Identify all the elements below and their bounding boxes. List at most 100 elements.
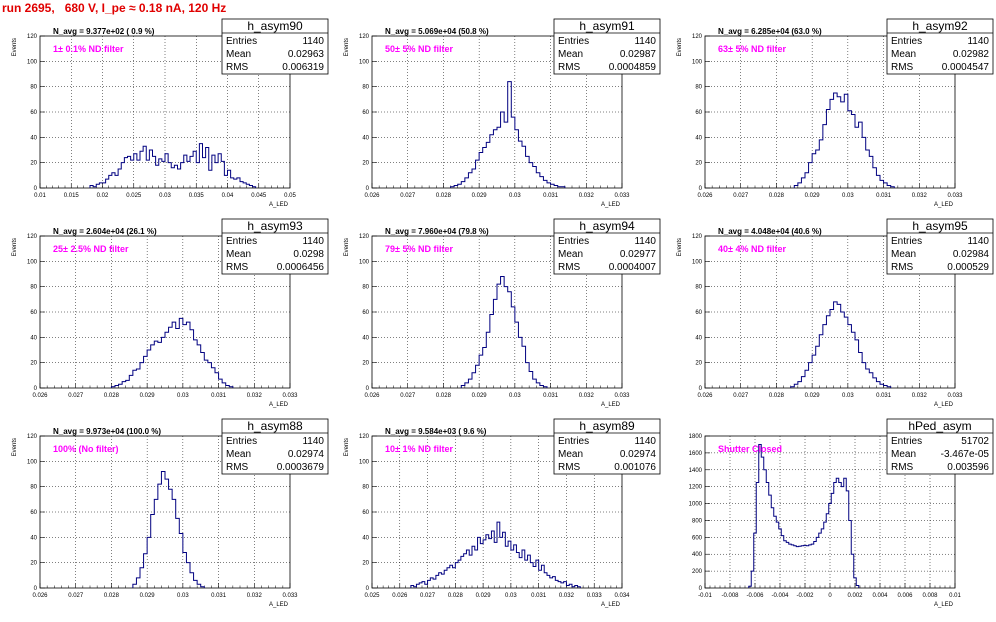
x-tick-label: -0.002 <box>796 593 814 599</box>
x-tick-label: 0.031 <box>876 393 892 399</box>
stats-label: RMS <box>558 262 581 273</box>
histogram-h_asym90: 0.01 0.015 0.02 0.025 0.03 0.035 0.04 0.045 0.05… <box>12 18 329 208</box>
histogram-line <box>790 301 892 388</box>
x-tick-label: 0.006 <box>897 593 913 599</box>
y-tick-label: 80 <box>30 85 37 91</box>
y-tick-label: 120 <box>27 434 38 440</box>
y-tick-label: 100 <box>359 459 370 465</box>
x-tick-label: 0.025 <box>126 193 142 199</box>
y-tick-label: 100 <box>359 59 370 65</box>
y-tick-label: 40 <box>695 135 702 141</box>
stats-value: 0.0004007 <box>609 262 657 273</box>
x-tick-label: 0.029 <box>472 193 488 199</box>
stats-label: Entries <box>891 36 922 47</box>
stats-title: h_asym95 <box>912 219 968 233</box>
x-axis-label: A_LED <box>269 202 289 208</box>
x-tick-label: 0.035 <box>189 193 205 199</box>
y-tick-label: 100 <box>692 259 703 265</box>
x-tick-label: 0.027 <box>68 593 84 599</box>
stats-label: Mean <box>226 49 251 60</box>
x-tick-label: 0.029 <box>140 593 156 599</box>
x-tick-label: 0.032 <box>579 193 595 199</box>
y-tick-label: 1800 <box>689 434 703 440</box>
stats-title: h_asym92 <box>912 19 968 33</box>
x-tick-label: 0.027 <box>400 193 416 199</box>
stats-box: hPed_asym Entries 51702 Mean -3.467e-05 RMS 0.… <box>886 418 994 475</box>
y-axis-label: Events <box>12 38 18 56</box>
x-tick-label: 0.008 <box>922 593 938 599</box>
y-axis-label: Events <box>677 238 683 256</box>
x-tick-label: -0.01 <box>698 593 712 599</box>
histogram-h_asym91: 0.026 0.027 0.028 0.029 0.03 0.031 0.032 0.033 0… <box>344 18 661 208</box>
y-axis-label: Events <box>344 38 350 56</box>
x-tick-label: 0.032 <box>247 393 263 399</box>
x-tick-label: 0.028 <box>436 193 452 199</box>
x-tick-label: 0.027 <box>400 393 416 399</box>
histogram-line <box>410 521 581 588</box>
y-tick-label: 0 <box>366 386 370 392</box>
x-tick-label: 0.033 <box>282 393 298 399</box>
x-tick-label: 0.03 <box>177 393 189 399</box>
x-axis-label: A_LED <box>934 602 954 608</box>
y-tick-label: 40 <box>30 535 37 541</box>
x-tick-label: -0.008 <box>721 593 739 599</box>
x-tick-label: 0.027 <box>68 393 84 399</box>
y-tick-label: 120 <box>359 434 370 440</box>
stats-value: 0.02977 <box>620 249 657 260</box>
y-axis-label: Events <box>12 238 18 256</box>
stats-label: RMS <box>891 262 914 273</box>
filter-label: 63± 5% ND filter <box>718 44 786 54</box>
x-tick-label: 0.026 <box>364 193 380 199</box>
y-tick-label: 600 <box>692 535 703 541</box>
y-tick-label: 40 <box>30 135 37 141</box>
x-tick-label: -0.004 <box>771 593 789 599</box>
y-axis-label: Events <box>344 438 350 456</box>
y-tick-label: 40 <box>362 535 369 541</box>
y-tick-label: 0 <box>699 386 703 392</box>
x-tick-label: 0.034 <box>614 593 630 599</box>
x-tick-label: 0.031 <box>211 593 227 599</box>
x-tick-label: 0.026 <box>697 193 713 199</box>
x-tick-label: 0.032 <box>579 393 595 399</box>
stats-label: Entries <box>558 436 589 447</box>
stats-label: Mean <box>558 449 583 460</box>
x-tick-label: 0.032 <box>912 393 928 399</box>
y-tick-label: 80 <box>30 485 37 491</box>
histogram-h_asym95: 0.026 0.027 0.028 0.029 0.03 0.031 0.032 0.033 0… <box>677 218 994 408</box>
x-tick-label: 0.045 <box>251 193 267 199</box>
stats-box: h_asym95 Entries 1140 Mean 0.02984 RMS 0.00052… <box>886 218 994 275</box>
x-tick-label: 0.002 <box>847 593 863 599</box>
x-tick-label: 0.033 <box>947 393 963 399</box>
y-tick-label: 800 <box>692 518 703 524</box>
y-tick-label: 0 <box>366 186 370 192</box>
y-tick-label: 120 <box>692 234 703 240</box>
stats-value: 1140 <box>967 36 989 47</box>
filter-label: 10± 1% ND filter <box>385 444 453 454</box>
stats-box: h_asym89 Entries 1140 Mean 0.02974 RMS 0.00107… <box>553 418 661 475</box>
y-tick-label: 80 <box>695 285 702 291</box>
navg-label: N_avg = 6.285e+04 (63.0 %) <box>718 27 822 36</box>
y-tick-label: 60 <box>362 110 369 116</box>
y-tick-label: 100 <box>359 259 370 265</box>
x-tick-label: 0.028 <box>104 393 120 399</box>
x-tick-label: 0.033 <box>282 593 298 599</box>
y-axis-label: Events <box>344 238 350 256</box>
y-tick-label: 60 <box>30 310 37 316</box>
y-tick-label: 80 <box>362 285 369 291</box>
x-axis-label: A_LED <box>269 602 289 608</box>
y-tick-label: 40 <box>30 335 37 341</box>
navg-label: N_avg = 9.584e+03 ( 9.6 %) <box>385 427 487 436</box>
stats-value: 0.000529 <box>947 262 989 273</box>
y-tick-label: 20 <box>362 561 369 567</box>
x-tick-label: -0.006 <box>746 593 764 599</box>
x-tick-label: 0.028 <box>104 593 120 599</box>
y-tick-label: 1200 <box>689 485 703 491</box>
x-tick-label: 0.03 <box>509 193 521 199</box>
stats-value: 0.02982 <box>953 49 990 60</box>
x-tick-label: 0.03 <box>505 593 517 599</box>
stats-label: Entries <box>226 436 257 447</box>
y-tick-label: 60 <box>695 110 702 116</box>
y-tick-label: 20 <box>362 161 369 167</box>
y-tick-label: 120 <box>692 34 703 40</box>
